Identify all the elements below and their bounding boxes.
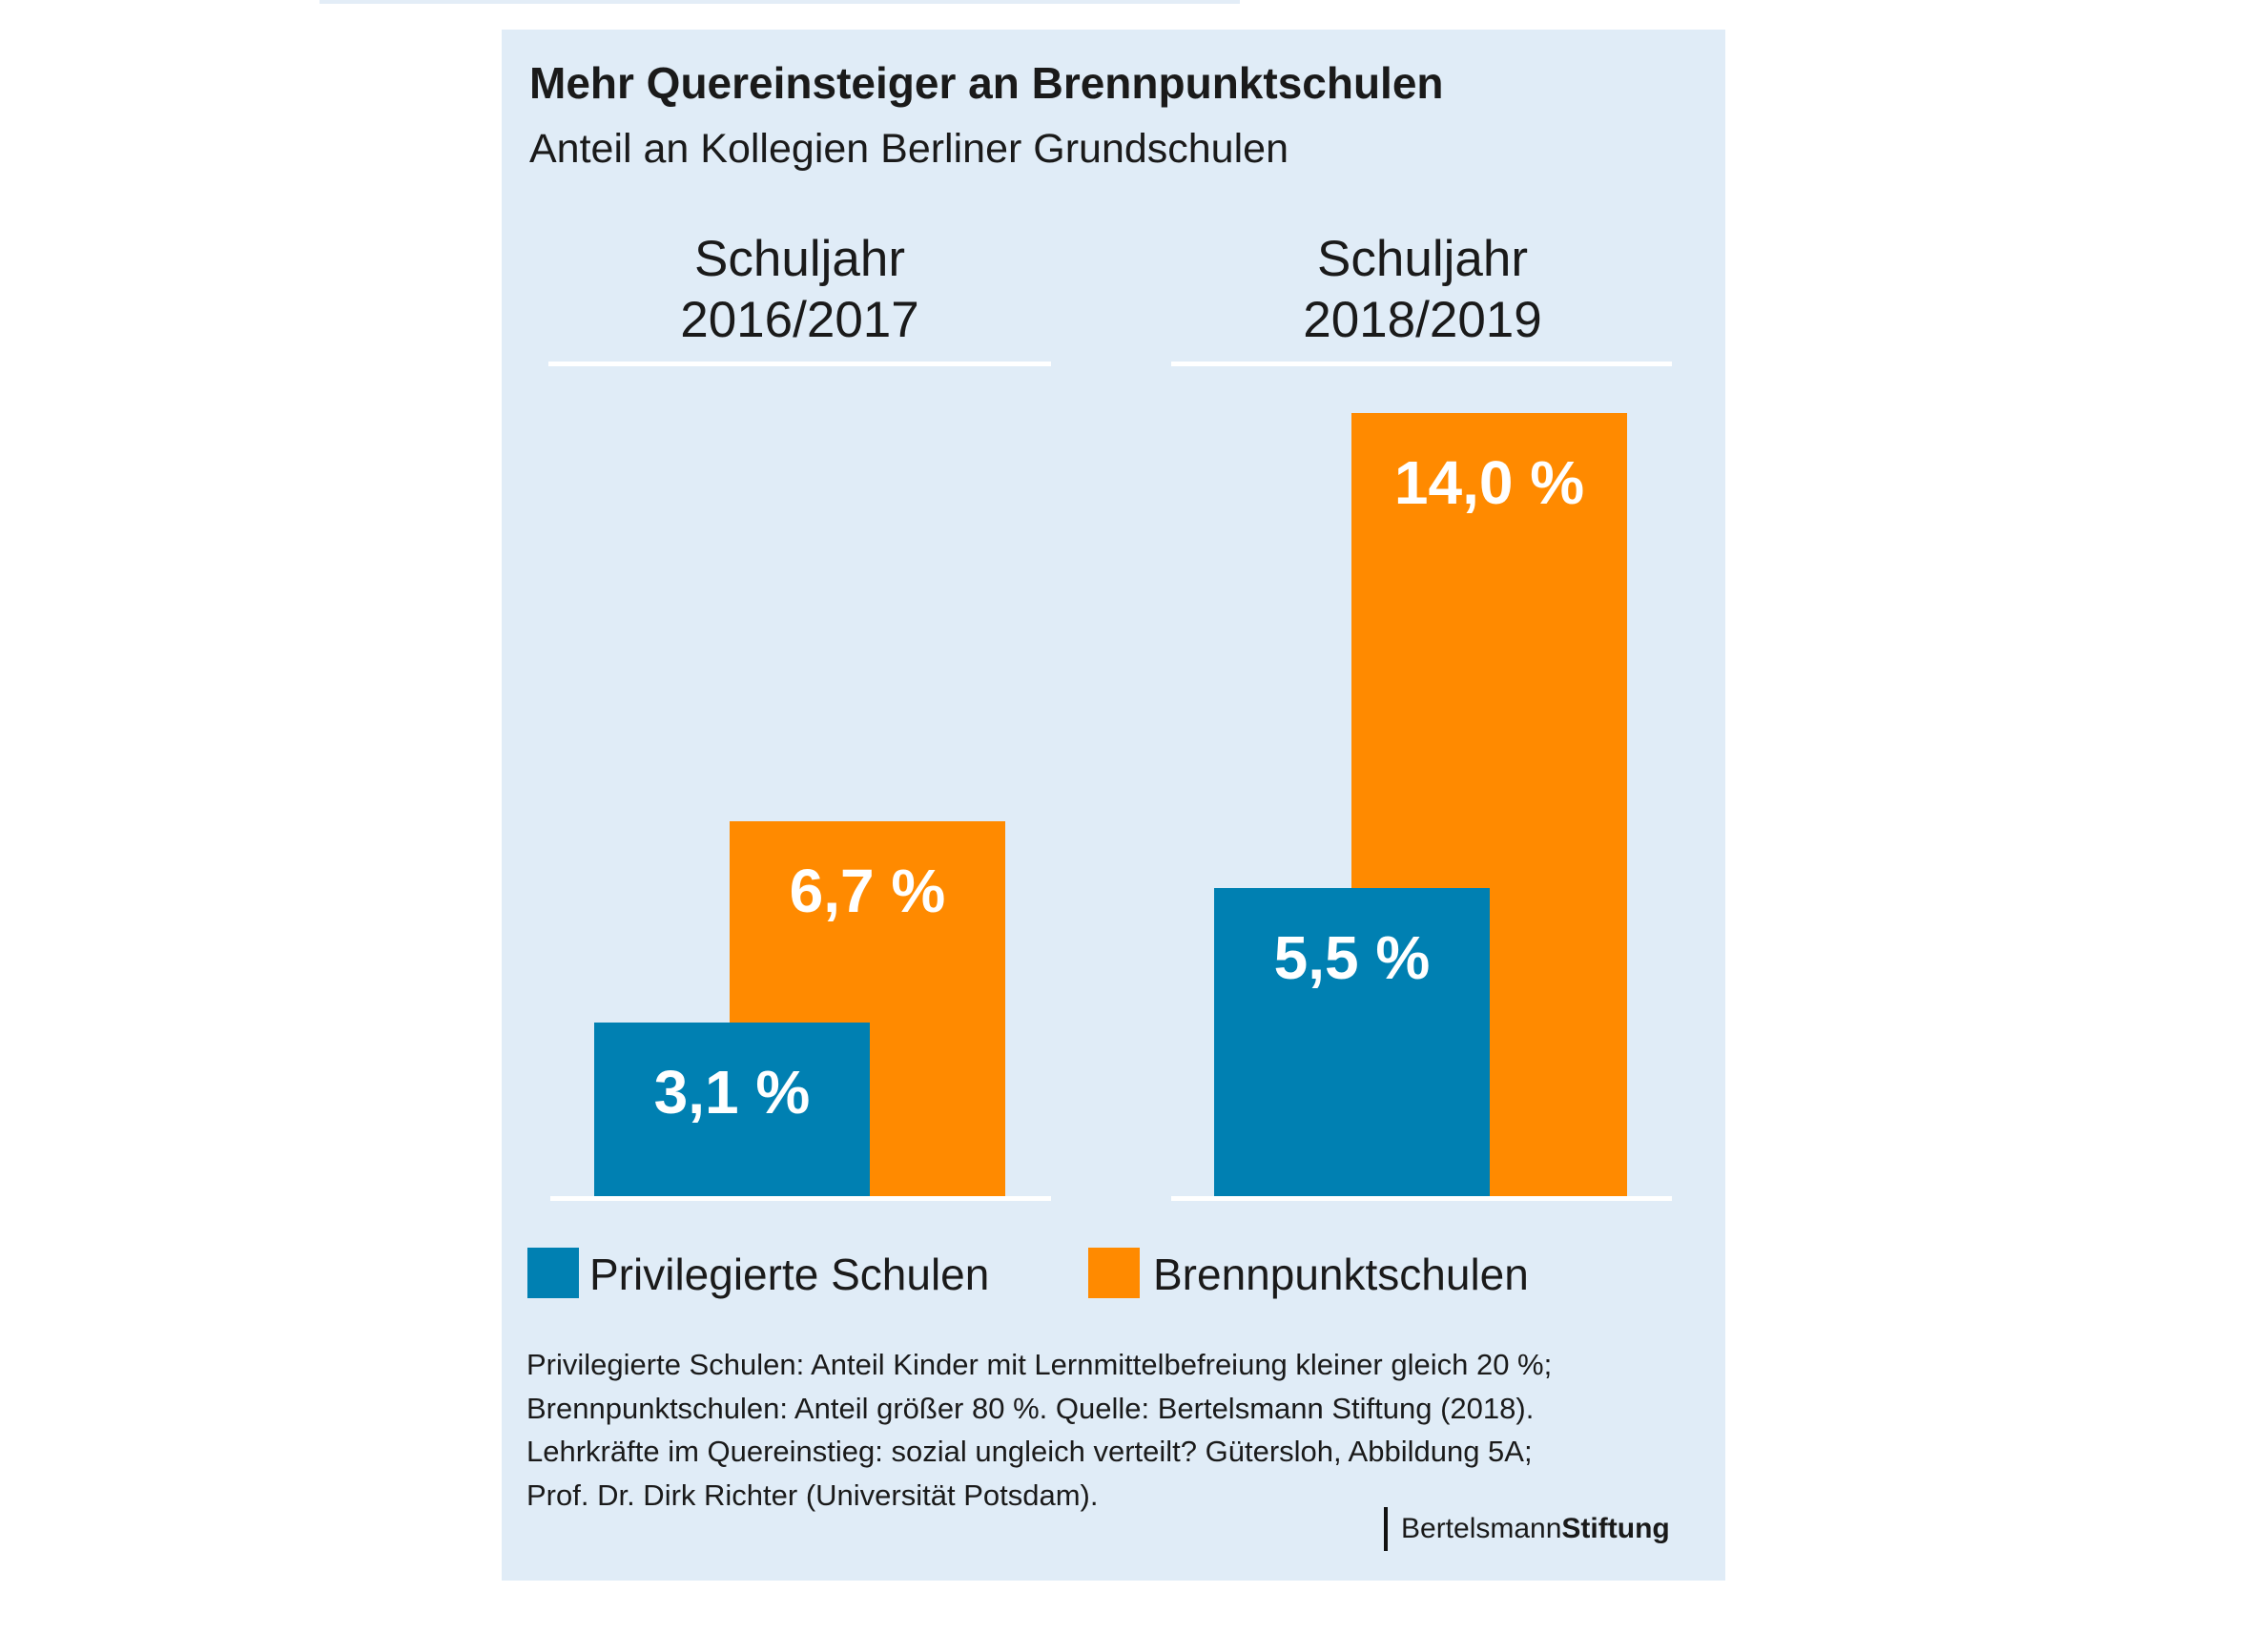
- baseline: [550, 1196, 1051, 1201]
- footnote-line: Lehrkräfte im Quereinstieg: sozial ungle…: [526, 1435, 1533, 1468]
- group-header-line1: Schuljahr: [694, 231, 905, 287]
- logo-part2: Stiftung: [1561, 1513, 1670, 1544]
- legend-swatch-brennpunkt: [1088, 1248, 1140, 1298]
- legend-label-brennpunkt: Brennpunktschulen: [1153, 1250, 1529, 1299]
- logo-part1: Bertelsmann: [1401, 1513, 1562, 1544]
- group-header-line2: 2016/2017: [680, 292, 919, 348]
- bar-value-label: 6,7 %: [789, 857, 946, 926]
- chart-title: Mehr Quereinsteiger an Brennpunktschulen: [529, 58, 1444, 108]
- group-header-2018: Schuljahr 2018/2019: [1171, 229, 1674, 351]
- group-header-line2: 2018/2019: [1303, 292, 1542, 348]
- bar-privilegierte-0: [594, 1023, 870, 1196]
- footnote-line: Brennpunktschulen: Anteil größer 80 %. Q…: [526, 1391, 1535, 1425]
- top-edge-artifact: [320, 0, 1240, 4]
- bertelsmann-logo: BertelsmannStiftung: [1384, 1507, 1670, 1551]
- group-header-2016: Schuljahr 2016/2017: [548, 229, 1051, 351]
- chart-subtitle: Anteil an Kollegien Berliner Grundschule…: [529, 126, 1289, 172]
- group-header-rule: [1171, 362, 1672, 366]
- legend-label-privilegierte: Privilegierte Schulen: [589, 1250, 990, 1299]
- footnote-line: Privilegierte Schulen: Anteil Kinder mit…: [526, 1348, 1553, 1381]
- bar-privilegierte-1: [1214, 888, 1490, 1196]
- group-header-rule: [548, 362, 1051, 366]
- bar-value-label: 3,1 %: [653, 1058, 811, 1127]
- footnote: Privilegierte Schulen: Anteil Kinder mit…: [526, 1343, 1552, 1517]
- bar-value-label: 14,0 %: [1393, 448, 1585, 517]
- legend-swatch-privilegierte: [527, 1248, 579, 1298]
- group-header-line1: Schuljahr: [1317, 231, 1528, 287]
- bar-value-label: 5,5 %: [1273, 923, 1431, 993]
- footnote-line: Prof. Dr. Dirk Richter (Universität Pots…: [526, 1478, 1099, 1512]
- baseline: [1171, 1196, 1672, 1201]
